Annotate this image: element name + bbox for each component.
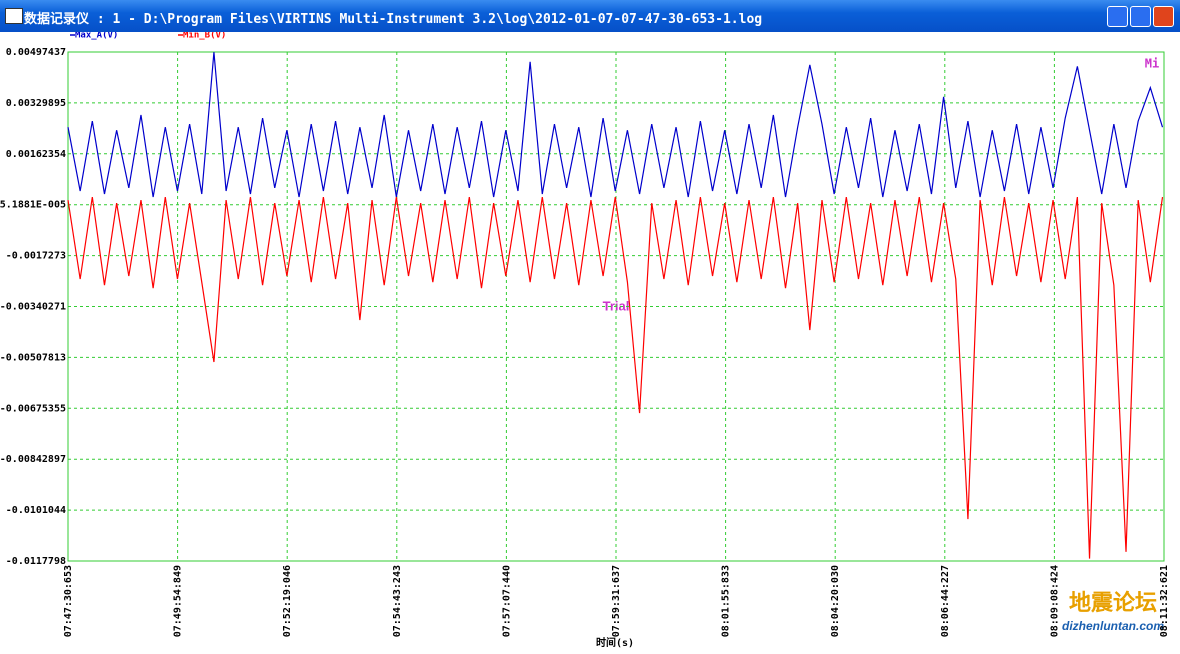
window-title: 数据记录仪 : 1 - D:\Program Files\VIRTINS Mul… <box>24 12 763 27</box>
corner-label: Mi <box>1145 57 1159 71</box>
series-line <box>67 196 1164 559</box>
series-line <box>67 52 1164 198</box>
y-tick-label: -0.00340271 <box>0 301 66 312</box>
chart: Mi Trial 时间(s) 地震论坛 dizhenluntan.com 0.0… <box>0 32 1180 654</box>
legend-label: Max_A(V) <box>75 32 118 41</box>
x-tick-label: 08:01:55:833 <box>721 565 732 637</box>
x-tick-label: 07:49:54:849 <box>173 565 184 637</box>
plot-border <box>67 51 1165 562</box>
y-tick-label: 0.00497437 <box>6 47 66 58</box>
y-tick-label: -0.00675355 <box>0 403 66 414</box>
y-tick-label: -0.0017273 <box>6 251 66 262</box>
y-tick-label: -0.0117798 <box>6 556 66 567</box>
y-tick-label: -0.00507813 <box>0 352 66 363</box>
x-tick-label: 08:11:32:621 <box>1159 565 1170 637</box>
y-tick-label: 0.00329895 <box>6 98 66 109</box>
y-tick-label: 0.00162354 <box>6 149 66 160</box>
minimize-button[interactable] <box>1107 6 1128 27</box>
logo-url: dizhenluntan.com <box>1062 619 1164 633</box>
app-icon <box>5 8 23 24</box>
close-button[interactable] <box>1153 6 1174 27</box>
x-tick-label: 07:47:30:653 <box>63 565 74 637</box>
x-tick-label: 08:04:20:030 <box>830 565 841 637</box>
x-axis-label: 时间(s) <box>596 636 634 649</box>
x-tick-label: 07:57:07:440 <box>501 565 512 637</box>
x-tick-label: 08:06:44:227 <box>940 565 951 637</box>
x-tick-label: 07:52:19:046 <box>282 565 293 637</box>
y-tick-label: -0.00842897 <box>0 454 66 465</box>
title-bar: 数据记录仪 : 1 - D:\Program Files\VIRTINS Mul… <box>0 0 1180 32</box>
x-tick-label: 08:09:08:424 <box>1049 565 1060 637</box>
logo: 地震论坛 <box>1069 590 1157 616</box>
y-tick-label: -5.1881E-005 <box>0 200 66 211</box>
y-tick-label: -0.0101044 <box>6 505 66 516</box>
x-tick-label: 07:59:31:637 <box>611 565 622 637</box>
legend-label: Min_B(V) <box>183 32 226 41</box>
maximize-button[interactable] <box>1130 6 1151 27</box>
x-tick-label: 07:54:43:243 <box>392 565 403 637</box>
